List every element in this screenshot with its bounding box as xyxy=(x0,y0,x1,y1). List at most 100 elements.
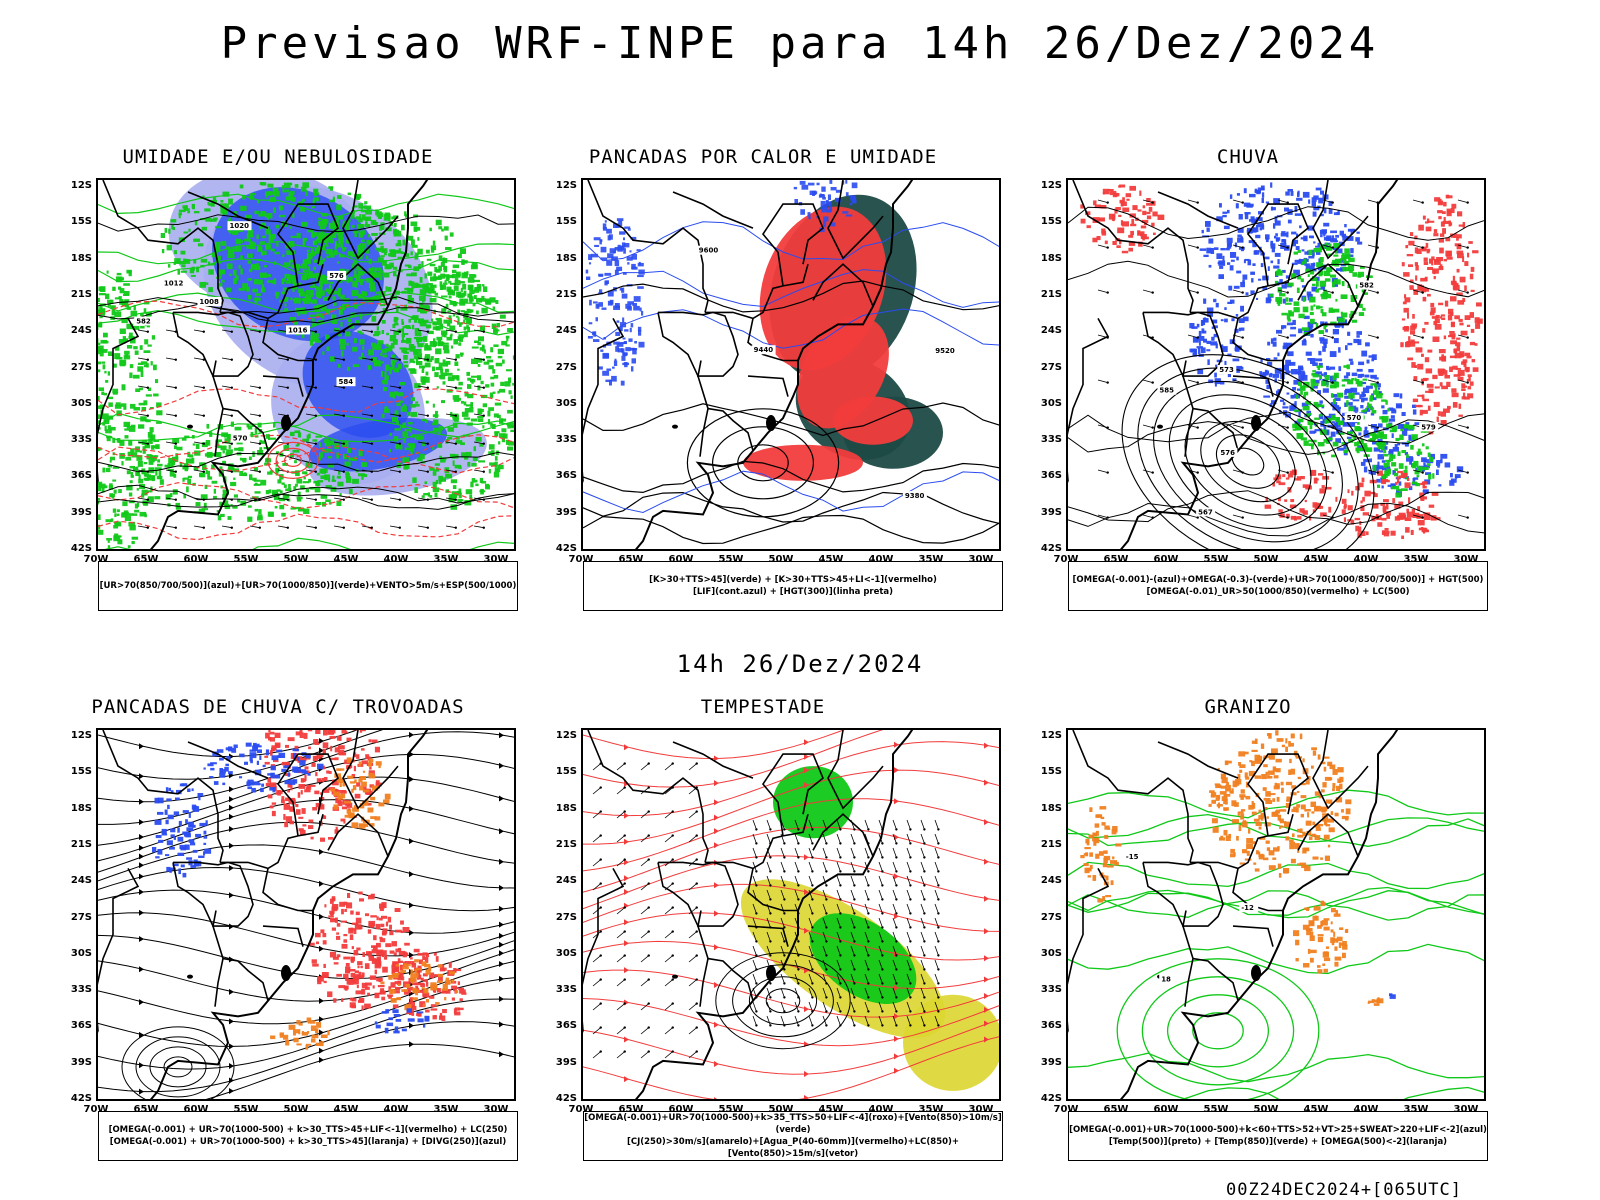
field-speck xyxy=(1450,321,1455,328)
wind-vector-head xyxy=(1241,246,1244,249)
field-speck xyxy=(410,977,417,982)
field-speck xyxy=(589,299,592,306)
field-speck xyxy=(156,421,162,424)
field-speck xyxy=(1317,366,1320,371)
field-speck xyxy=(835,197,842,202)
field-speck xyxy=(1122,197,1125,203)
field-speck xyxy=(1280,243,1287,249)
contour-label: 582 xyxy=(134,316,154,326)
field-speck xyxy=(243,238,248,242)
field-speck xyxy=(482,425,485,429)
field-speck xyxy=(1360,266,1365,269)
field-speck xyxy=(128,332,133,338)
field-speck xyxy=(507,409,513,414)
field-speck xyxy=(98,420,100,424)
field-speck xyxy=(1453,348,1457,353)
field-speck xyxy=(1399,488,1403,492)
field-speck xyxy=(412,477,417,483)
field-speck xyxy=(102,364,106,370)
field-speck xyxy=(365,209,372,215)
field-speck xyxy=(265,229,271,235)
field-speck xyxy=(1344,248,1350,254)
field-speck xyxy=(1303,510,1308,515)
field-speck xyxy=(1417,284,1423,290)
field-speck xyxy=(1307,322,1314,328)
field-speck xyxy=(482,403,487,408)
field-speck xyxy=(317,237,324,244)
field-speck xyxy=(354,194,359,198)
field-speck xyxy=(174,250,177,255)
field-speck xyxy=(392,417,398,423)
field-speck xyxy=(283,182,291,189)
field-speck xyxy=(385,364,390,370)
field-speck xyxy=(1357,241,1363,245)
field-speck xyxy=(219,501,222,506)
wind-vector xyxy=(1322,469,1333,473)
field-speck xyxy=(438,479,442,485)
field-speck xyxy=(242,283,248,290)
field-speck xyxy=(1383,533,1390,537)
field-speck xyxy=(1368,432,1376,436)
field-speck xyxy=(365,221,368,225)
field-speck xyxy=(593,301,598,304)
field-speck xyxy=(290,235,297,238)
field-speck xyxy=(275,291,280,296)
field-speck xyxy=(429,298,437,303)
field-speck xyxy=(1382,409,1388,415)
field-speck xyxy=(306,434,310,440)
field-speck xyxy=(1305,265,1311,271)
field-speck xyxy=(435,317,442,321)
field-speck xyxy=(1276,480,1281,484)
field-speck xyxy=(1341,417,1345,424)
field-speck xyxy=(1312,283,1316,286)
field-speck xyxy=(1232,378,1237,382)
field-speck xyxy=(367,365,372,370)
field-speck xyxy=(393,323,399,326)
field-speck xyxy=(300,206,304,212)
field-speck xyxy=(441,988,448,991)
field-speck xyxy=(1251,278,1254,283)
field-speck xyxy=(358,450,363,457)
field-speck xyxy=(177,269,180,275)
field-speck xyxy=(493,375,499,379)
field-speck xyxy=(108,402,113,407)
field-speck xyxy=(392,266,398,270)
field-speck xyxy=(455,440,463,444)
field-speck xyxy=(315,435,323,438)
field-speck xyxy=(1304,310,1308,312)
field-speck xyxy=(134,509,140,513)
field-speck xyxy=(449,232,454,237)
field-speck xyxy=(483,286,488,292)
field-speck xyxy=(1270,372,1273,376)
latitude-tick-label: 27S xyxy=(1040,361,1062,373)
field-speck xyxy=(167,468,174,471)
field-speck xyxy=(98,405,104,409)
field-speck xyxy=(307,266,311,273)
contour-line xyxy=(98,240,514,265)
field-speck xyxy=(1278,497,1281,502)
field-speck xyxy=(1333,243,1340,249)
field-speck xyxy=(464,456,469,460)
field-speck xyxy=(441,284,447,290)
field-speck xyxy=(601,307,607,310)
field-speck xyxy=(1422,296,1427,302)
field-speck xyxy=(341,730,347,734)
field-speck xyxy=(1269,293,1274,297)
wind-vector-head xyxy=(426,330,429,333)
field-speck xyxy=(261,440,266,444)
field-speck xyxy=(387,916,392,923)
field-speck xyxy=(1342,266,1350,272)
wind-vector xyxy=(473,385,484,389)
flow-arrow xyxy=(409,1022,414,1029)
field-speck xyxy=(502,359,505,364)
field-speck xyxy=(477,286,482,292)
field-speck xyxy=(425,324,432,329)
field-speck xyxy=(395,443,402,449)
field-speck xyxy=(471,375,478,378)
field-speck xyxy=(1274,252,1281,257)
field-speck xyxy=(849,202,853,206)
legend-line: [UR>70(850/700/500)](azul)+[UR>70(1000/8… xyxy=(99,581,517,591)
field-speck xyxy=(296,496,303,500)
field-speck xyxy=(361,982,368,989)
field-speck xyxy=(1121,201,1127,206)
